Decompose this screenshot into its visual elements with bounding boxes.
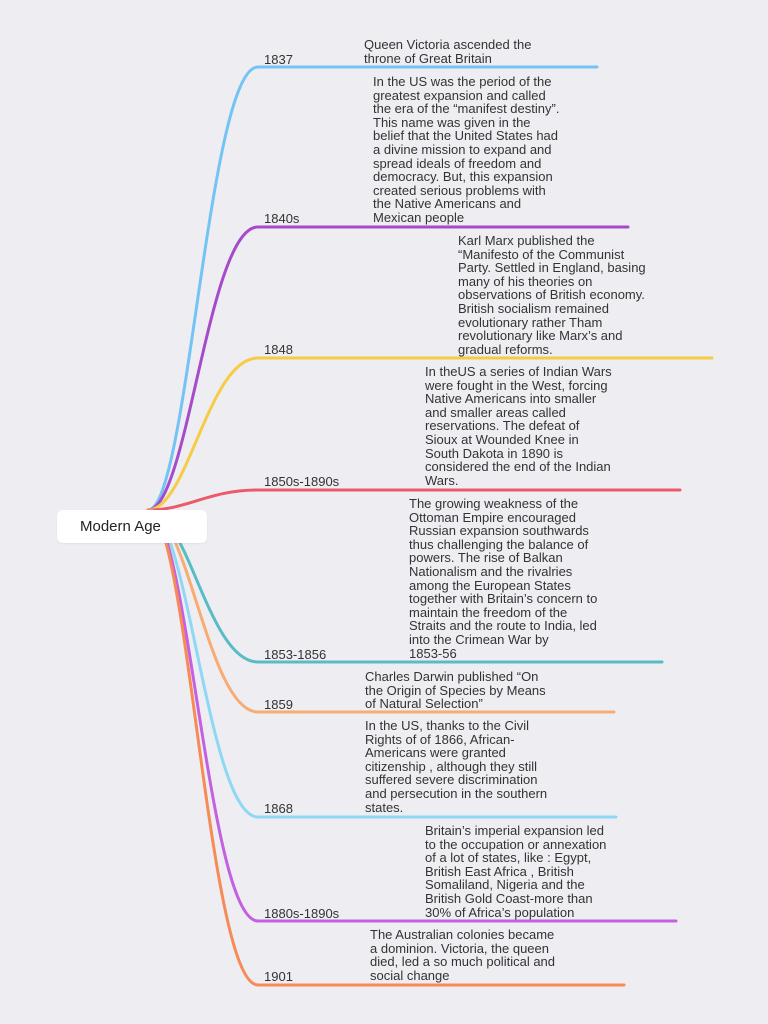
event-description: Charles Darwin published “On the Origin … <box>365 669 546 712</box>
branch-line <box>146 65 599 512</box>
event-year: 1853-1856 <box>264 647 327 662</box>
root-title: Modern Age <box>80 518 161 535</box>
event-description: Britain’s imperial expansion led to the … <box>425 823 607 920</box>
event-description: In theUS a series of Indian Wars were fo… <box>425 364 612 488</box>
event-description: In the US, thanks to the Civil Rights of… <box>365 718 548 815</box>
branch-line <box>146 225 630 512</box>
event-year: 1850s-1890s <box>264 474 340 489</box>
event-year: 1868 <box>264 801 293 816</box>
event-year: 1901 <box>264 969 293 984</box>
event-year: 1848 <box>264 342 293 357</box>
event-description: Karl Marx published the “Manifesto of th… <box>458 233 646 357</box>
event-description: The Australian colonies became a dominio… <box>370 927 556 983</box>
event-year: 1880s-1890s <box>264 906 340 921</box>
event-year: 1837 <box>264 52 293 67</box>
root-node[interactable]: Modern Age <box>57 510 207 543</box>
event-description: In the US was the period of the greatest… <box>373 74 560 225</box>
event-description: Queen Victoria ascended the throne of Gr… <box>364 37 532 66</box>
event-description: The growing weakness of the Ottoman Empi… <box>409 496 598 661</box>
branch-line <box>146 356 714 512</box>
branch-line <box>146 488 682 512</box>
event-year: 1859 <box>264 697 293 712</box>
event-year: 1840s <box>264 211 300 226</box>
